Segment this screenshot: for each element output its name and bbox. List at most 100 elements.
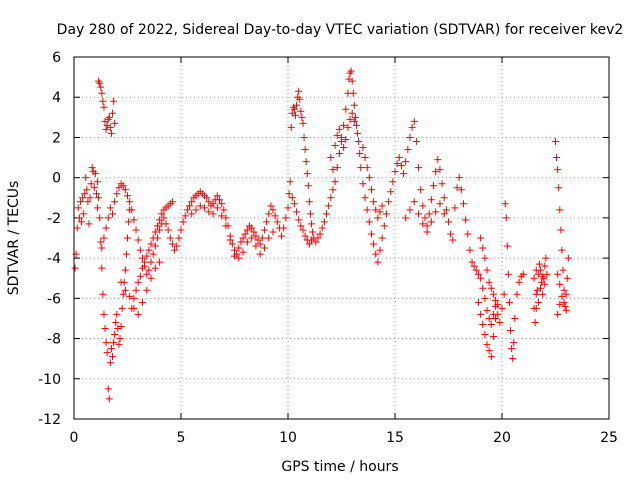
data-point: [153, 222, 161, 230]
data-point: [177, 226, 185, 234]
data-point: [156, 226, 164, 234]
data-point: [406, 206, 414, 214]
data-point: [492, 296, 500, 304]
data-point: [265, 234, 273, 242]
data-point: [132, 226, 140, 234]
data-point: [138, 264, 146, 272]
data-point: [115, 184, 123, 192]
data-point: [344, 123, 352, 131]
data-point: [359, 144, 367, 151]
data-point: [237, 238, 245, 246]
data-point: [102, 339, 110, 347]
data-point: [365, 218, 373, 226]
data-point: [248, 224, 256, 232]
data-point: [269, 206, 277, 214]
data-point: [79, 194, 87, 202]
data-point: [346, 115, 354, 123]
data-point: [440, 210, 448, 218]
data-point: [419, 202, 427, 210]
data-point: [192, 206, 200, 214]
data-point: [481, 331, 489, 339]
data-point: [239, 248, 247, 256]
data-point: [325, 202, 333, 210]
data-point: [98, 264, 106, 272]
data-point: [126, 292, 134, 300]
data-point: [306, 210, 314, 218]
data-point: [209, 200, 217, 208]
data-point: [99, 290, 107, 298]
data-point: [282, 214, 290, 222]
data-point: [470, 262, 478, 270]
data-point: [515, 278, 523, 286]
data-point: [489, 333, 497, 341]
data-point: [107, 129, 115, 137]
data-point: [483, 266, 491, 274]
data-point: [331, 178, 339, 186]
data-point: [109, 109, 117, 117]
data-point: [432, 208, 440, 216]
data-point: [250, 228, 258, 236]
data-point: [83, 186, 91, 194]
data-point: [181, 212, 189, 220]
data-point: [107, 345, 115, 353]
data-point: [487, 320, 495, 328]
data-point: [457, 186, 465, 194]
data-point: [136, 246, 144, 254]
data-point: [532, 266, 540, 274]
data-point: [531, 318, 539, 326]
data-point: [196, 202, 204, 210]
data-point: [554, 166, 562, 174]
data-point: [509, 355, 517, 363]
data-point: [136, 272, 144, 280]
data-point: [168, 198, 176, 206]
data-point: [481, 294, 489, 302]
data-point: [511, 314, 519, 322]
data-point: [477, 234, 485, 242]
plot-frame: [73, 56, 610, 420]
data-point: [382, 210, 390, 218]
data-point: [149, 250, 157, 258]
data-point: [335, 125, 343, 133]
data-point: [485, 347, 493, 355]
data-point: [455, 174, 463, 182]
data-point: [440, 194, 448, 202]
data-point: [295, 216, 303, 224]
data-point: [400, 170, 408, 178]
data-point: [464, 230, 472, 238]
data-point: [119, 290, 127, 298]
data-point: [111, 198, 119, 206]
data-point: [121, 266, 129, 274]
data-point: [406, 133, 414, 141]
data-point: [479, 284, 487, 292]
data-point: [389, 178, 397, 186]
data-point: [449, 236, 457, 244]
data-point: [453, 184, 461, 192]
data-point: [147, 240, 155, 248]
data-point: [203, 194, 211, 202]
data-point: [423, 222, 431, 230]
data-point: [271, 212, 279, 220]
data-point: [147, 274, 155, 282]
data-point: [263, 218, 271, 226]
x-tick-label: 10: [279, 430, 297, 446]
data-point: [438, 180, 446, 188]
data-point: [507, 327, 515, 335]
data-point: [173, 242, 181, 250]
data-point: [303, 170, 311, 178]
data-point: [387, 188, 395, 196]
data-point: [156, 258, 164, 266]
data-point: [121, 186, 129, 194]
data-point: [295, 87, 303, 95]
data-point: [147, 258, 155, 266]
data-point: [374, 258, 382, 266]
data-point: [218, 200, 226, 208]
data-point: [141, 258, 149, 266]
data-point: [333, 164, 341, 172]
data-point: [466, 246, 474, 254]
data-point: [97, 83, 105, 91]
data-point: [145, 266, 153, 274]
data-point: [186, 202, 194, 210]
data-point: [115, 341, 123, 349]
data-point: [459, 200, 467, 208]
